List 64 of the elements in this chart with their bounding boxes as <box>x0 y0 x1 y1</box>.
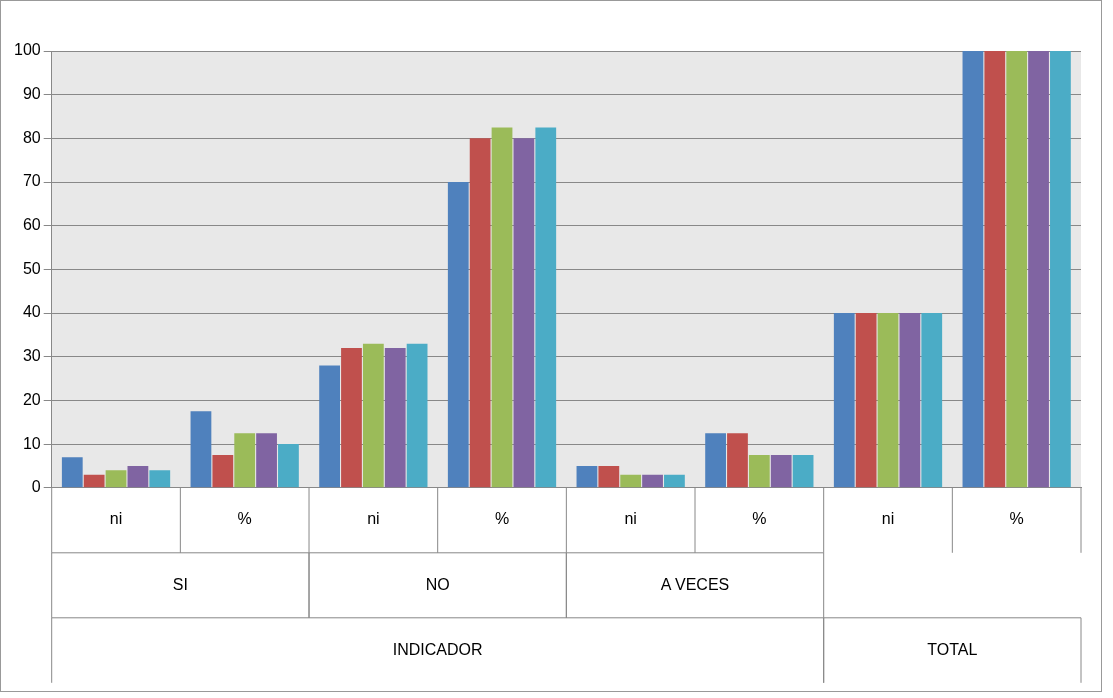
bar <box>833 313 855 488</box>
bar <box>234 433 256 488</box>
bar <box>598 465 620 488</box>
x-tick-label: % <box>494 509 510 527</box>
bar <box>491 127 513 488</box>
y-tick-label: 30 <box>22 347 41 365</box>
bar <box>105 470 127 488</box>
bar <box>513 138 535 488</box>
y-tick-label: 40 <box>22 303 41 321</box>
bar <box>642 474 663 488</box>
y-tick-label: 0 <box>31 478 41 496</box>
bar <box>406 343 428 488</box>
x-tick-label: % <box>1009 509 1024 527</box>
bar <box>855 313 877 488</box>
bar <box>256 433 277 488</box>
bar <box>962 51 984 488</box>
text: INDICADOR <box>392 640 483 658</box>
bar <box>319 365 340 488</box>
bar <box>278 444 299 488</box>
y-tick-label: 90 <box>22 85 41 103</box>
y-tick-label: 70 <box>22 172 41 190</box>
x-tick-label: ni <box>109 509 123 527</box>
y-tick-label: 60 <box>22 216 41 234</box>
bar <box>899 313 921 488</box>
x-tick-label: ni <box>624 509 637 527</box>
text: NO <box>425 575 450 593</box>
bar <box>664 474 685 488</box>
bar <box>190 411 212 488</box>
bar <box>1006 51 1028 488</box>
bar <box>535 127 557 488</box>
bar <box>792 455 814 488</box>
bar <box>727 433 748 488</box>
bar <box>341 348 362 488</box>
bar <box>748 455 770 488</box>
bar <box>127 465 149 488</box>
y-tick-label: 10 <box>22 434 41 452</box>
bar <box>447 182 469 488</box>
bar <box>921 313 943 488</box>
bar <box>362 343 384 488</box>
bar <box>984 51 1006 488</box>
text: TOTAL <box>927 640 978 658</box>
y-tick-label: 100 <box>13 41 41 59</box>
y-tick-label: 50 <box>22 259 41 277</box>
bar <box>620 474 642 488</box>
x-tick-label: ni <box>881 509 895 527</box>
text: SI <box>172 575 188 593</box>
x-tick-label: % <box>237 509 252 527</box>
bar <box>469 138 491 488</box>
bar <box>212 455 234 488</box>
y-tick-label: 80 <box>22 128 41 146</box>
bar <box>770 455 792 488</box>
bar <box>576 465 598 488</box>
bar <box>877 313 899 488</box>
y-tick-label: 20 <box>22 390 41 408</box>
bar <box>61 457 83 488</box>
bar <box>83 474 105 488</box>
x-tick-label: ni <box>367 509 380 527</box>
bar <box>1028 51 1049 488</box>
bar <box>1050 51 1071 488</box>
bar <box>149 470 171 488</box>
text: A VECES <box>660 575 730 593</box>
bar <box>384 348 406 488</box>
x-tick-label: % <box>752 509 767 527</box>
bar <box>705 433 726 488</box>
